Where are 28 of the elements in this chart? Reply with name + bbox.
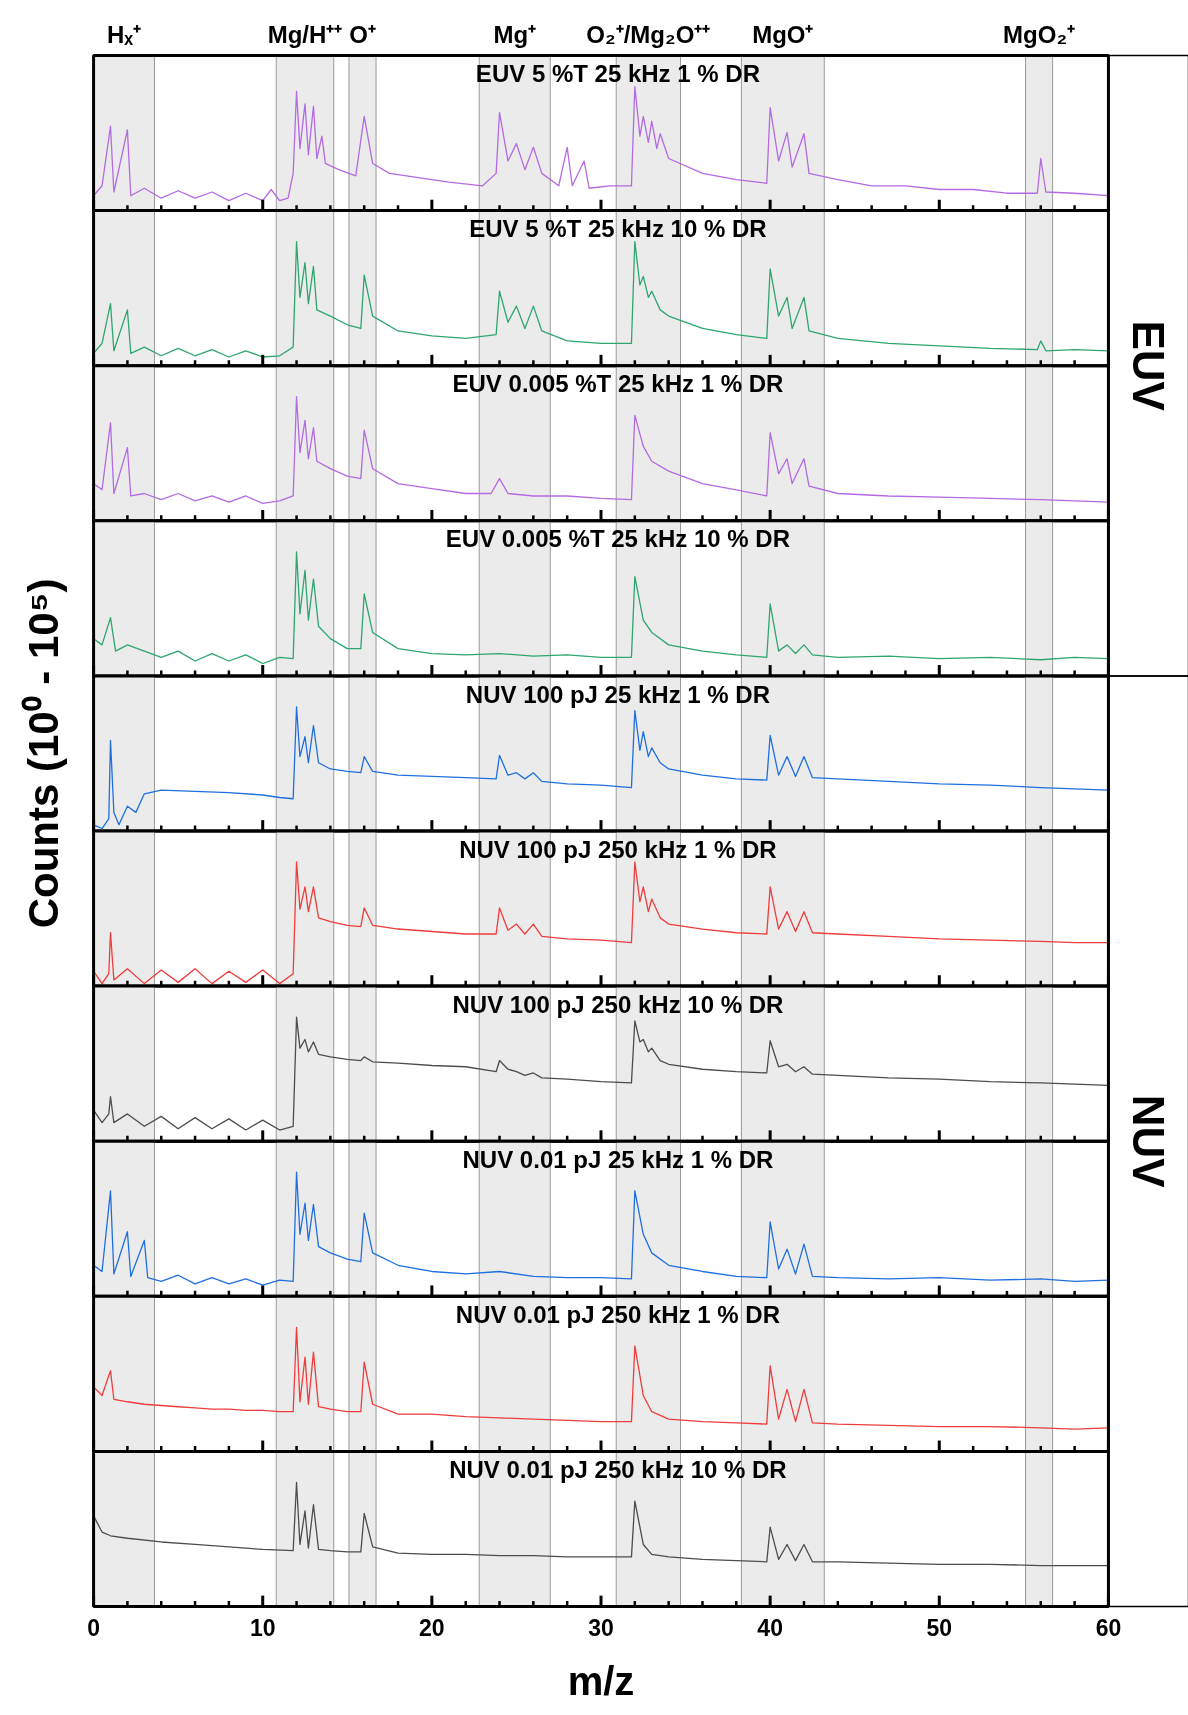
- band-label: O⁺: [349, 20, 376, 48]
- chart-title: NUV 100 pJ 25 kHz 1 % DR: [465, 680, 770, 708]
- x-tick-label: 0: [87, 1614, 100, 1641]
- chart-title: EUV 0.005 %T 25 kHz 1 % DR: [452, 370, 784, 398]
- band-label: MgO₂⁺: [1003, 20, 1076, 48]
- x-tick-label: 20: [419, 1614, 445, 1641]
- x-axis-title: m/z: [567, 1658, 635, 1703]
- band-label: Mg/H⁺⁺: [267, 20, 343, 48]
- chart-title: NUV 100 pJ 250 kHz 1 % DR: [459, 835, 777, 863]
- chart-title: EUV 5 %T 25 kHz 1 % DR: [475, 60, 760, 88]
- chart-title: NUV 0.01 pJ 25 kHz 1 % DR: [462, 1145, 774, 1173]
- text: NUV: [1123, 1094, 1173, 1189]
- band-label: Hₓ⁺: [106, 20, 142, 48]
- chart-title: EUV 5 %T 25 kHz 10 % DR: [469, 215, 767, 243]
- chart-title: NUV 100 pJ 250 kHz 10 % DR: [452, 990, 784, 1018]
- x-tick-label: 30: [588, 1614, 614, 1641]
- y-axis-title: Counts (10⁰ - 10⁵): [19, 578, 67, 929]
- text: EUV: [1123, 320, 1173, 412]
- x-tick-label: 50: [926, 1614, 953, 1641]
- x-tick-label: 40: [757, 1614, 783, 1641]
- band-label: MgO⁺: [752, 20, 814, 48]
- chart-title: NUV 0.01 pJ 250 kHz 10 % DR: [449, 1456, 787, 1484]
- x-tick-label: 10: [249, 1614, 276, 1641]
- chart-title: NUV 0.01 pJ 250 kHz 1 % DR: [455, 1300, 780, 1328]
- x-tick-label: 60: [1095, 1614, 1122, 1641]
- band-label: Mg⁺: [493, 20, 537, 48]
- band-label: O₂⁺/Mg₂O⁺⁺: [586, 20, 711, 48]
- chart-title: EUV 0.005 %T 25 kHz 10 % DR: [445, 525, 790, 553]
